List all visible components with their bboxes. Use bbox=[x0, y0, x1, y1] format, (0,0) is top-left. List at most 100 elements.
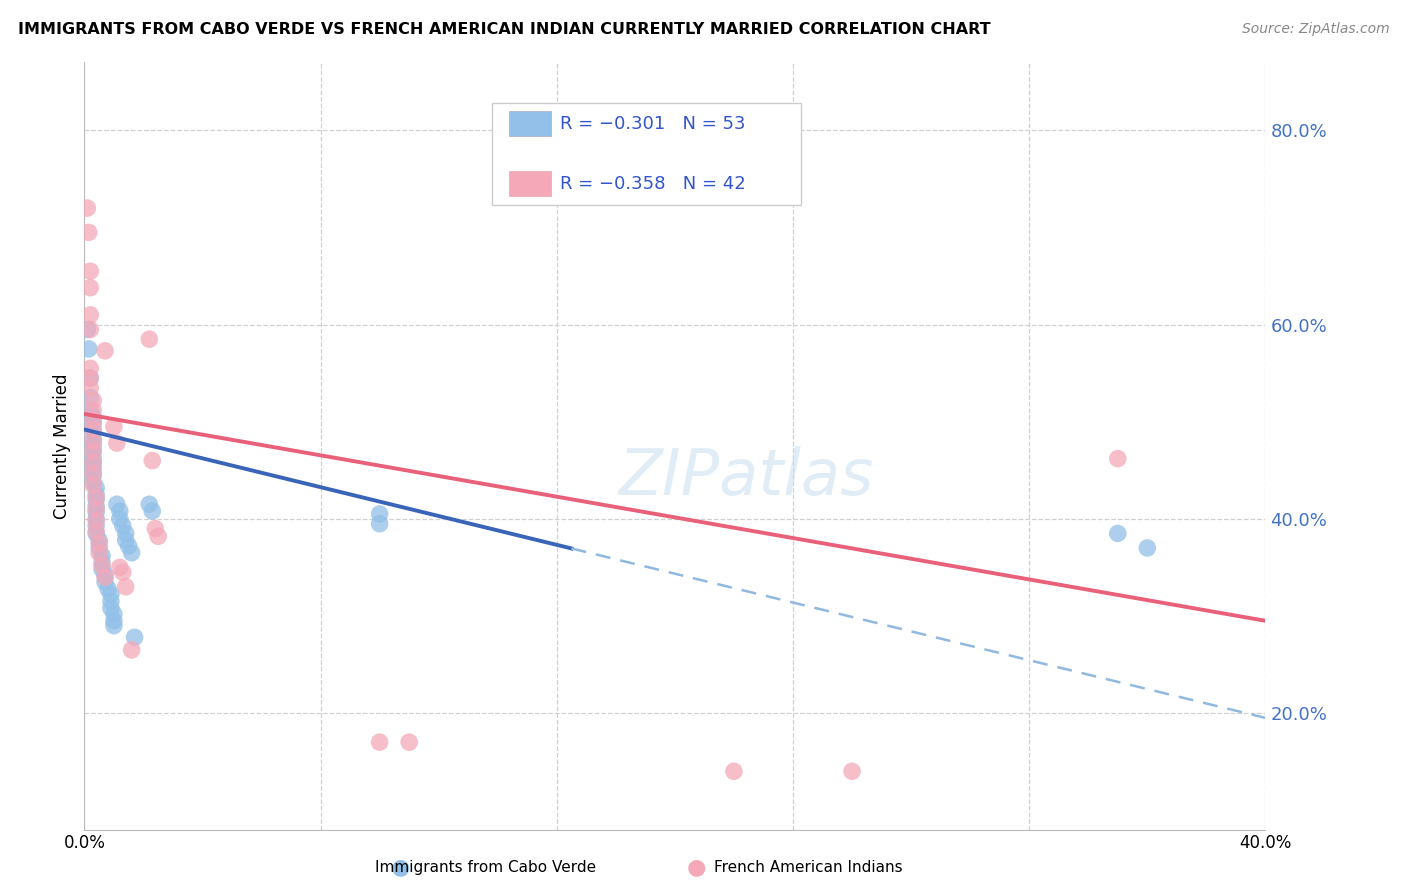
Text: R = −0.358   N = 42: R = −0.358 N = 42 bbox=[560, 175, 745, 193]
Point bbox=[94, 570, 117, 584]
Point bbox=[82, 432, 104, 446]
Point bbox=[79, 322, 101, 336]
Point bbox=[138, 332, 160, 346]
Point bbox=[82, 413, 104, 427]
Point bbox=[103, 614, 125, 628]
Point bbox=[82, 393, 104, 408]
Point bbox=[91, 558, 114, 573]
Point bbox=[100, 601, 122, 615]
Point bbox=[79, 371, 101, 385]
Point bbox=[87, 533, 111, 548]
Point bbox=[82, 417, 104, 431]
Point bbox=[79, 308, 101, 322]
Point bbox=[77, 226, 100, 240]
Point bbox=[79, 391, 101, 405]
Text: French American Indians: French American Indians bbox=[714, 860, 903, 874]
Point bbox=[84, 487, 107, 501]
Point bbox=[84, 481, 107, 495]
Point bbox=[82, 475, 104, 489]
Point bbox=[84, 518, 107, 533]
Point bbox=[84, 499, 107, 513]
Point bbox=[114, 526, 136, 541]
Point bbox=[82, 425, 104, 439]
Point bbox=[1107, 526, 1129, 541]
Point bbox=[82, 456, 104, 470]
Point bbox=[118, 539, 141, 553]
Y-axis label: Currently Married: Currently Married bbox=[53, 373, 72, 519]
Point bbox=[91, 549, 114, 563]
Point bbox=[82, 422, 104, 436]
Point bbox=[91, 556, 114, 570]
Point bbox=[121, 643, 143, 657]
Point bbox=[368, 516, 391, 531]
Point bbox=[94, 568, 117, 582]
Point bbox=[84, 502, 107, 516]
Point bbox=[103, 419, 125, 434]
Point bbox=[108, 512, 131, 526]
Point bbox=[82, 468, 104, 483]
Point bbox=[87, 546, 111, 560]
Point bbox=[82, 466, 104, 480]
Point bbox=[82, 434, 104, 449]
Point bbox=[108, 560, 131, 574]
Point bbox=[79, 381, 101, 395]
Point bbox=[79, 405, 101, 419]
Text: ●: ● bbox=[686, 857, 706, 877]
Text: ●: ● bbox=[391, 857, 411, 877]
Point bbox=[398, 735, 420, 749]
Point bbox=[94, 574, 117, 589]
Point bbox=[84, 514, 107, 528]
Point bbox=[84, 491, 107, 505]
Point bbox=[105, 436, 128, 450]
Point bbox=[103, 618, 125, 632]
Point bbox=[841, 764, 863, 779]
Point bbox=[76, 322, 98, 336]
Point bbox=[79, 264, 101, 278]
Point bbox=[138, 497, 160, 511]
Point bbox=[148, 529, 170, 543]
Point bbox=[77, 342, 100, 356]
Point bbox=[114, 580, 136, 594]
Point bbox=[141, 453, 163, 467]
Point bbox=[97, 582, 120, 596]
Point bbox=[111, 518, 134, 533]
Point bbox=[100, 588, 122, 602]
Point bbox=[84, 526, 107, 541]
Point bbox=[91, 562, 114, 576]
Text: R = −0.301   N = 53: R = −0.301 N = 53 bbox=[560, 115, 745, 133]
Point bbox=[114, 533, 136, 548]
Point bbox=[82, 450, 104, 465]
Point bbox=[87, 536, 111, 550]
Point bbox=[143, 522, 166, 536]
Point bbox=[82, 403, 104, 417]
Point bbox=[82, 443, 104, 458]
Point bbox=[368, 735, 391, 749]
Point bbox=[84, 505, 107, 519]
Text: Source: ZipAtlas.com: Source: ZipAtlas.com bbox=[1241, 22, 1389, 37]
Point bbox=[82, 478, 104, 492]
Point bbox=[723, 764, 745, 779]
Point bbox=[82, 409, 104, 424]
Point bbox=[82, 438, 104, 452]
Text: Immigrants from Cabo Verde: Immigrants from Cabo Verde bbox=[374, 860, 596, 874]
Point bbox=[111, 566, 134, 580]
Text: IMMIGRANTS FROM CABO VERDE VS FRENCH AMERICAN INDIAN CURRENTLY MARRIED CORRELATI: IMMIGRANTS FROM CABO VERDE VS FRENCH AME… bbox=[18, 22, 991, 37]
Text: ZIPatlas: ZIPatlas bbox=[619, 446, 873, 508]
Point bbox=[141, 504, 163, 518]
Point bbox=[124, 630, 146, 644]
Point bbox=[79, 281, 101, 295]
Point bbox=[105, 497, 128, 511]
Point bbox=[82, 461, 104, 475]
Point bbox=[121, 546, 143, 560]
Point bbox=[79, 371, 101, 385]
Point bbox=[76, 201, 98, 215]
Point bbox=[368, 507, 391, 521]
Point bbox=[1107, 451, 1129, 466]
Point bbox=[103, 607, 125, 621]
Point bbox=[79, 361, 101, 376]
Point bbox=[84, 492, 107, 507]
Point bbox=[94, 343, 117, 358]
Point bbox=[84, 512, 107, 526]
Point bbox=[87, 541, 111, 555]
Point bbox=[100, 594, 122, 608]
